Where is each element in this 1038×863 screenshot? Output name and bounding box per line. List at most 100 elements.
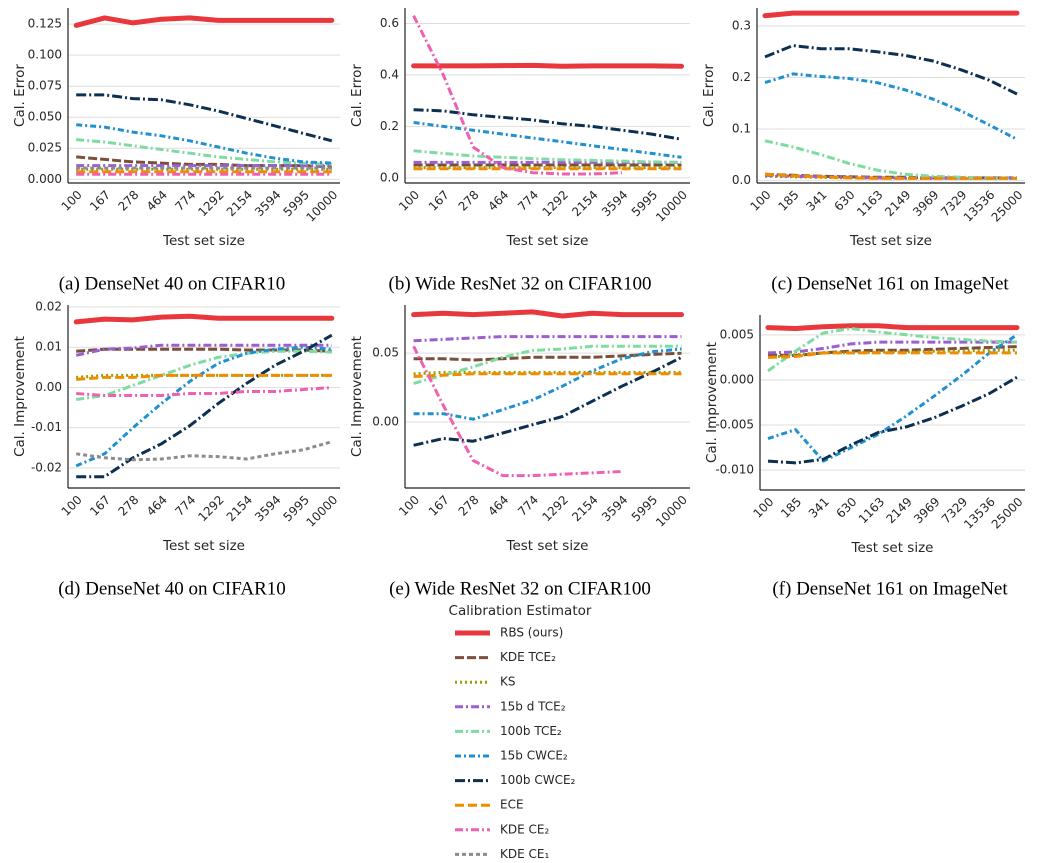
series-line xyxy=(76,93,333,143)
caption: (d) DenseNet 40 on CIFAR10 xyxy=(58,578,286,599)
caption: (e) Wide ResNet 32 on CIFAR100 xyxy=(389,578,651,599)
y-axis-label: Cal. Improvement xyxy=(349,336,365,457)
x-tick-label: 464 xyxy=(485,493,511,519)
x-axis-label: Test set size xyxy=(162,538,245,554)
y-tick-label: 0.100 xyxy=(28,48,62,62)
series-line xyxy=(413,372,682,378)
series-line xyxy=(73,15,335,28)
series-line xyxy=(411,309,684,319)
x-tick-label: 167 xyxy=(426,493,452,519)
x-tick-label: 2154 xyxy=(224,493,255,524)
x-tick-label: 1292 xyxy=(539,188,570,219)
y-tick-label: 0.00 xyxy=(372,414,399,428)
x-tick-label: 278 xyxy=(115,188,141,214)
x-tick-label: 341 xyxy=(804,188,830,214)
x-tick-label: 2149 xyxy=(883,495,914,526)
x-tick-label: 278 xyxy=(115,493,141,519)
series-line xyxy=(73,313,335,325)
series-line xyxy=(411,62,684,69)
y-tick-label: 0.0 xyxy=(380,170,399,184)
x-tick-label: 774 xyxy=(515,493,541,519)
series-line xyxy=(75,343,332,357)
series-line xyxy=(413,344,682,385)
y-axis-label: Cal. Improvement xyxy=(12,336,28,457)
series-line xyxy=(413,347,682,421)
series-line xyxy=(413,108,682,141)
x-tick-label: 774 xyxy=(172,493,198,519)
x-tick-label: 278 xyxy=(456,493,482,519)
series-line xyxy=(764,139,1017,180)
x-tick-label: 167 xyxy=(87,493,113,519)
series-line xyxy=(412,345,622,478)
x-tick-label: 341 xyxy=(806,495,832,521)
series-line xyxy=(767,333,1018,463)
series-line xyxy=(767,351,1017,359)
series-line xyxy=(764,44,1018,96)
y-axis-label: Cal. Error xyxy=(12,64,28,127)
x-tick-label: 100 xyxy=(59,188,85,214)
x-tick-label: 10000 xyxy=(653,188,690,225)
y-tick-label: 0.2 xyxy=(732,70,751,84)
y-tick-label: 0.4 xyxy=(380,67,399,81)
x-tick-label: 464 xyxy=(485,188,511,214)
y-tick-label: 0.050 xyxy=(28,110,62,124)
x-tick-label: 1292 xyxy=(195,188,226,219)
y-tick-label: 0.2 xyxy=(380,119,399,133)
legend-label: KS xyxy=(500,675,516,689)
series-line xyxy=(76,155,332,169)
x-tick-label: 774 xyxy=(172,188,198,214)
x-tick-label: 185 xyxy=(778,495,804,521)
series-line xyxy=(413,355,683,447)
legend-label: KDE CE₁ xyxy=(500,847,549,861)
series-line xyxy=(76,373,332,381)
y-axis-label: Cal. Error xyxy=(349,64,365,127)
legend-label: KDE CE₂ xyxy=(500,822,549,836)
y-tick-label: 0.02 xyxy=(35,300,62,314)
y-axis-label: Cal. Error xyxy=(701,64,717,127)
series-line xyxy=(767,340,1017,355)
y-tick-label: 0.00 xyxy=(35,380,62,394)
x-tick-label: 185 xyxy=(776,188,802,214)
x-tick-label: 167 xyxy=(87,188,113,214)
x-tick-label: 1163 xyxy=(856,495,887,526)
x-tick-label: 3969 xyxy=(910,188,941,219)
y-tick-label: -0.005 xyxy=(715,418,754,432)
x-tick-label: 25000 xyxy=(989,495,1026,532)
x-tick-label: 2154 xyxy=(224,188,255,219)
x-tick-label: 100 xyxy=(396,188,422,214)
legend-label: KDE TCE₂ xyxy=(500,650,556,664)
series-line xyxy=(76,386,332,397)
legend-label: 100b TCE₂ xyxy=(500,724,562,738)
legend-label: ECE xyxy=(500,798,524,812)
y-tick-label: 0.1 xyxy=(732,121,751,135)
legend-label: 15b CWCE₂ xyxy=(500,749,568,763)
series-line xyxy=(765,323,1020,331)
x-tick-label: 3594 xyxy=(599,493,630,524)
series-line xyxy=(75,349,332,401)
x-tick-label: 100 xyxy=(396,493,422,519)
y-tick-label: -0.01 xyxy=(31,420,62,434)
legend-label: RBS (ours) xyxy=(500,626,563,640)
x-tick-label: 100 xyxy=(59,493,85,519)
series-line xyxy=(767,375,1018,465)
series-line xyxy=(767,327,1018,373)
series-line xyxy=(764,72,1018,141)
series-line xyxy=(413,351,682,362)
y-tick-label: 0.005 xyxy=(720,327,754,341)
x-tick-label: 3594 xyxy=(599,188,630,219)
x-tick-label: 25000 xyxy=(989,188,1026,225)
legend-label: 15b d TCE₂ xyxy=(500,699,566,713)
x-axis-label: Test set size xyxy=(506,538,589,554)
x-tick-label: 1292 xyxy=(539,493,570,524)
y-tick-label: 0.000 xyxy=(28,172,62,186)
x-tick-label: 2154 xyxy=(569,188,600,219)
series-line xyxy=(413,149,682,164)
y-tick-label: 0.000 xyxy=(720,372,754,386)
y-tick-label: 0.025 xyxy=(28,141,62,155)
y-tick-label: 0.0 xyxy=(732,173,751,187)
x-tick-label: 774 xyxy=(515,188,541,214)
y-tick-label: 0.3 xyxy=(732,19,751,33)
y-tick-label: 0.6 xyxy=(380,16,399,30)
x-tick-label: 464 xyxy=(144,493,170,519)
series-line xyxy=(76,373,332,379)
